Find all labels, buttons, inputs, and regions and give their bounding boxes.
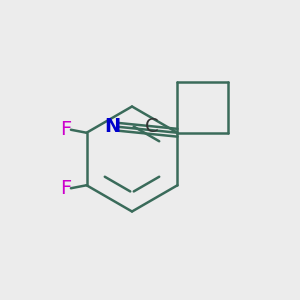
Text: F: F bbox=[60, 179, 71, 198]
Text: N: N bbox=[104, 117, 120, 136]
Text: F: F bbox=[60, 120, 71, 139]
Text: C: C bbox=[145, 117, 159, 136]
